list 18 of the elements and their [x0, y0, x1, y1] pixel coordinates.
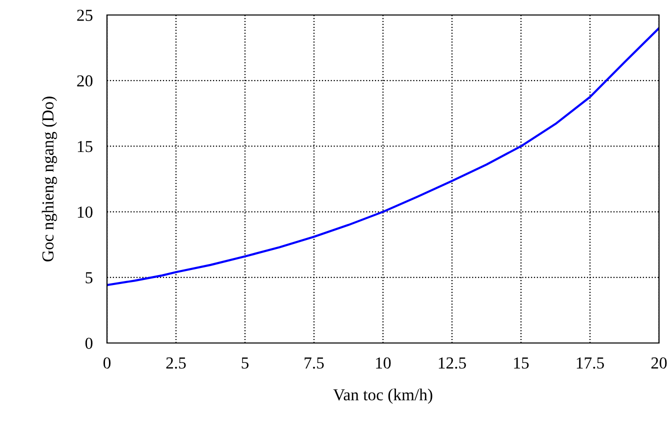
x-axis-title: Van toc (km/h) — [333, 388, 432, 404]
x-tick-label: 0 — [103, 357, 111, 369]
y-tick-label: 0 — [85, 338, 92, 349]
y-tick-label: 25 — [77, 10, 92, 21]
x-tick-label: 17.5 — [576, 357, 604, 369]
y-tick-label: 20 — [77, 75, 92, 87]
y-tick-label: 15 — [78, 140, 92, 152]
x-tick-label: 12.5 — [438, 357, 466, 369]
x-tick-label: 7.5 — [304, 358, 324, 369]
line-series — [107, 27, 659, 286]
x-tick-label: 2.5 — [166, 357, 186, 369]
x-tick-label: 20 — [651, 357, 667, 369]
x-tick-label: 15 — [514, 357, 529, 369]
y-axis-title: Goc nghieng ngang (Do) — [42, 96, 57, 262]
y-tick-label: 5 — [86, 272, 92, 284]
x-tick-label: 10 — [376, 357, 391, 369]
y-tick-label: 10 — [78, 206, 92, 218]
x-tick-label: 5 — [242, 358, 249, 369]
